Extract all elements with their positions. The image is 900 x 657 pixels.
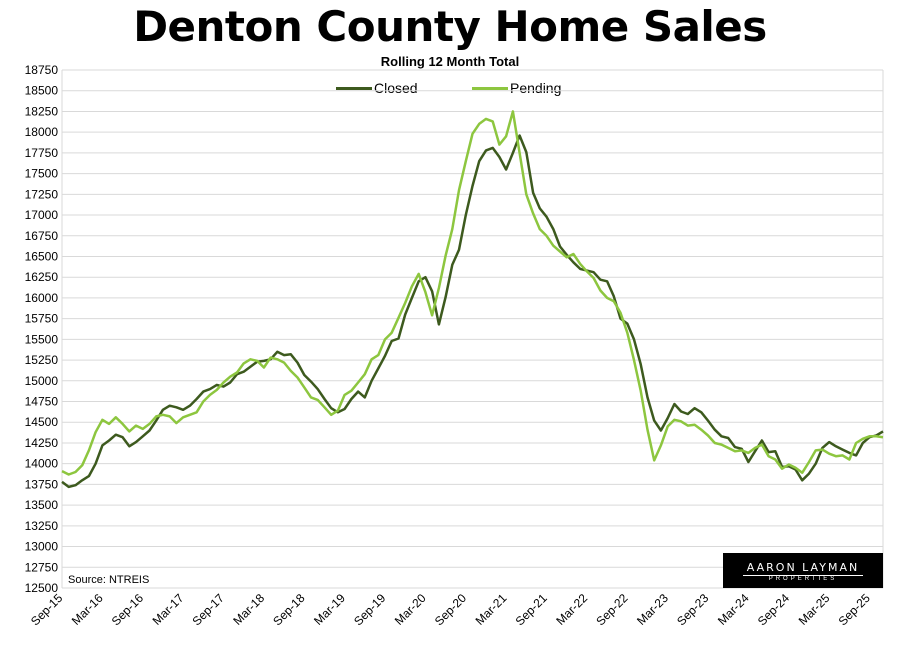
y-tick-label: 12750 <box>25 560 59 574</box>
y-tick-label: 17000 <box>25 208 59 222</box>
x-tick-label: Sep-23 <box>674 591 711 628</box>
y-tick-label: 14750 <box>25 395 59 409</box>
x-tick-label: Sep-24 <box>755 591 792 628</box>
x-tick-label: Sep-16 <box>109 591 146 628</box>
y-tick-label: 17500 <box>25 167 59 181</box>
logo-line1: AARON LAYMAN <box>746 561 860 574</box>
legend: Closed Pending <box>0 80 900 98</box>
x-axis-ticks: Sep-15 Mar-16 Sep-16 Mar-17 Sep-17 Mar-18 Sep-… <box>28 591 873 628</box>
x-tick-label: Sep-22 <box>593 591 630 628</box>
grid-lines <box>61 69 884 589</box>
x-tick-label: Mar-18 <box>230 591 267 628</box>
legend-label-closed: Closed <box>374 80 418 96</box>
chart-subtitle: Rolling 12 Month Total <box>380 54 520 69</box>
x-tick-label: Mar-22 <box>553 591 590 628</box>
y-tick-label: 17250 <box>25 187 59 201</box>
y-tick-label: 15250 <box>25 353 59 367</box>
y-tick-label: 13500 <box>25 498 59 512</box>
x-tick-label: Sep-25 <box>836 591 873 628</box>
legend-item-pending: Pending <box>472 80 561 96</box>
brand-logo: AARON LAYMAN PROPERTIES <box>723 553 883 588</box>
source-note: Source: NTREIS <box>68 574 150 586</box>
x-tick-label: Sep-18 <box>270 591 307 628</box>
y-tick-label: 15750 <box>25 312 59 326</box>
y-tick-label: 13750 <box>25 477 59 491</box>
x-tick-label: Mar-17 <box>150 591 187 628</box>
y-tick-label: 18000 <box>25 125 59 139</box>
y-axis-ticks: 12500 12750 13000 13250 13500 13750 14000 14250… <box>25 63 59 595</box>
y-tick-label: 14000 <box>25 457 59 471</box>
x-tick-label: Mar-21 <box>473 591 510 628</box>
y-tick-label: 15500 <box>25 332 59 346</box>
y-tick-label: 18500 <box>25 84 59 98</box>
x-tick-label: Mar-25 <box>796 591 833 628</box>
series-line-closed <box>61 134 884 489</box>
y-tick-label: 16000 <box>25 291 59 305</box>
y-tick-label: 16250 <box>25 270 59 284</box>
y-tick-label: 15000 <box>25 374 59 388</box>
y-tick-label: 13000 <box>25 540 59 554</box>
legend-item-closed: Closed <box>336 80 418 96</box>
series-lines <box>61 110 884 489</box>
x-tick-label: Sep-15 <box>28 591 65 628</box>
logo-line2: PROPERTIES <box>743 575 863 582</box>
y-tick-label: 18750 <box>25 63 59 77</box>
x-tick-label: Mar-23 <box>634 591 671 628</box>
legend-swatch-pending <box>472 86 508 90</box>
legend-label-pending: Pending <box>510 80 562 96</box>
y-tick-label: 18250 <box>25 104 59 118</box>
legend-swatch-closed <box>336 86 372 90</box>
series-line-pending <box>61 110 884 476</box>
x-tick-label: Sep-17 <box>190 591 227 628</box>
y-tick-label: 16750 <box>25 229 59 243</box>
y-tick-label: 14250 <box>25 436 59 450</box>
y-tick-label: 12500 <box>25 581 59 595</box>
x-tick-label: Sep-19 <box>351 591 388 628</box>
y-tick-label: 14500 <box>25 415 59 429</box>
x-tick-label: Mar-20 <box>392 591 429 628</box>
x-tick-label: Sep-20 <box>432 591 469 628</box>
x-tick-label: Mar-24 <box>715 591 752 628</box>
x-tick-label: Sep-21 <box>513 591 550 628</box>
y-tick-label: 17750 <box>25 146 59 160</box>
x-tick-label: Mar-19 <box>311 591 348 628</box>
y-tick-label: 16500 <box>25 249 59 263</box>
x-tick-label: Mar-16 <box>69 591 106 628</box>
chart-title: Denton County Home Sales <box>133 2 767 51</box>
y-tick-label: 13250 <box>25 519 59 533</box>
